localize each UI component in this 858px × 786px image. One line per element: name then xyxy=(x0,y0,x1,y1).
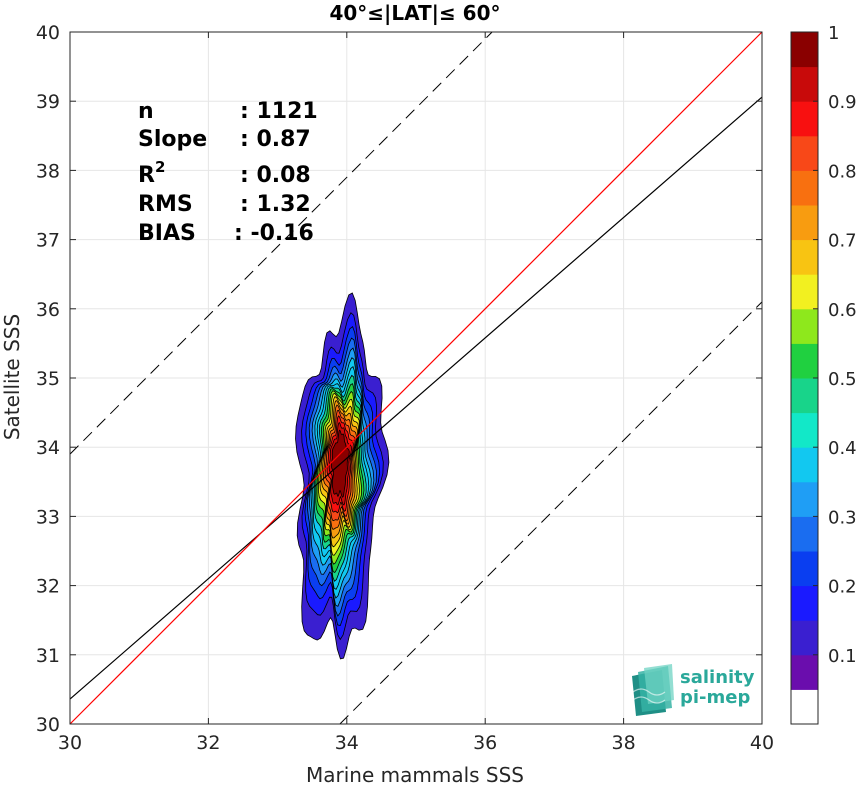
colorbar-segment xyxy=(791,585,818,621)
colorbar-segment xyxy=(791,516,818,552)
colorbar-segment xyxy=(791,308,818,344)
colorbar-tick-label: 1 xyxy=(828,23,839,44)
y-tick-label: 39 xyxy=(36,91,60,113)
colorbar-segment xyxy=(791,551,818,587)
identity-line xyxy=(69,31,763,725)
colorbar-tick-label: 0.9 xyxy=(828,92,857,113)
colorbar-segment xyxy=(791,66,818,102)
stat-bias-value: : -0.16 xyxy=(234,221,314,246)
x-tick-label: 36 xyxy=(473,732,497,754)
colorbar-segment xyxy=(791,101,818,137)
y-tick-label: 33 xyxy=(36,506,60,528)
chart-title: 40°≤|LAT|≤ 60° xyxy=(329,1,500,25)
x-tick-label: 30 xyxy=(58,732,82,754)
y-tick-label: 34 xyxy=(36,437,60,459)
colorbar-tick-label: 0.1 xyxy=(828,646,857,667)
colorbar-segment xyxy=(791,135,818,171)
colorbar-segment xyxy=(791,481,818,517)
stat-n-label: n xyxy=(138,99,154,124)
y-tick-label: 32 xyxy=(36,576,60,598)
colorbar-tick-label: 0.3 xyxy=(828,507,857,528)
stat-slope-label: Slope xyxy=(138,127,207,152)
grid xyxy=(69,31,763,725)
colorbar-tick-label: 0.4 xyxy=(828,438,857,459)
colorbar xyxy=(790,31,819,725)
colorbar-segment xyxy=(791,689,818,725)
x-axis-label: Marine mammals SSS xyxy=(306,763,524,786)
stat-n-value: : 1121 xyxy=(240,99,318,124)
colorbar-tick-label: 0.8 xyxy=(828,161,857,182)
colorbar-segment xyxy=(791,620,818,656)
stat-r2-value: : 0.08 xyxy=(240,163,311,188)
colorbar-segment xyxy=(791,447,818,483)
upper-dashed-line xyxy=(69,31,493,455)
x-tick-label: 38 xyxy=(612,732,636,754)
regression-lines xyxy=(69,31,763,725)
logo-line2: pi-mep xyxy=(680,687,750,708)
stat-r2-label: R2 xyxy=(138,158,165,188)
colorbar-ticks: 0.1 0.2 0.3 0.4 0.5 0.6 0.7 0.8 0.9 1 xyxy=(813,23,857,667)
stat-slope-value: : 0.87 xyxy=(240,127,311,152)
y-tick-label: 36 xyxy=(36,299,60,321)
y-axis-label: Satellite SSS xyxy=(0,314,24,440)
colorbar-segment xyxy=(791,378,818,414)
x-tick-label: 34 xyxy=(335,732,359,754)
logo: salinity pi-mep xyxy=(632,664,755,716)
stat-bias-label: BIAS xyxy=(138,221,196,246)
colorbar-segment xyxy=(791,170,818,206)
y-tick-label: 40 xyxy=(36,22,60,44)
x-tick-label: 32 xyxy=(196,732,220,754)
lower-dashed-line xyxy=(339,301,763,725)
x-axis-ticks: 30 32 34 36 38 40 xyxy=(58,32,774,754)
colorbar-tick-label: 0.7 xyxy=(828,231,857,252)
colorbar-segment xyxy=(791,239,818,275)
x-tick-label: 40 xyxy=(750,732,774,754)
y-tick-label: 30 xyxy=(36,714,60,736)
colorbar-segment xyxy=(791,654,818,690)
colorbar-segment xyxy=(791,343,818,379)
logo-waves-icon xyxy=(632,664,674,716)
colorbar-segment xyxy=(791,32,818,68)
stat-r2-sup: 2 xyxy=(155,158,165,176)
y-tick-label: 38 xyxy=(36,160,60,182)
stats-box: n : 1121 Slope : 0.87 R2 : 0.08 RMS : 1.… xyxy=(138,99,318,246)
y-tick-label: 37 xyxy=(36,230,60,252)
density-contours xyxy=(295,292,390,660)
fit-line xyxy=(69,96,763,700)
stat-r2-base: R xyxy=(138,163,155,188)
colorbar-segment xyxy=(791,205,818,241)
colorbar-tick-label: 0.6 xyxy=(828,300,857,321)
colorbar-segment xyxy=(791,274,818,310)
y-axis-ticks: 30 31 32 33 34 35 36 37 38 39 40 xyxy=(36,22,762,736)
stat-rms-label: RMS xyxy=(138,192,193,217)
colorbar-tick-label: 0.2 xyxy=(828,577,857,598)
colorbar-tick-label: 0.5 xyxy=(828,369,857,390)
stat-rms-value: : 1.32 xyxy=(240,192,311,217)
logo-line1: salinity xyxy=(680,667,755,688)
y-tick-label: 31 xyxy=(36,645,60,667)
colorbar-segment xyxy=(791,412,818,448)
y-tick-label: 35 xyxy=(36,368,60,390)
